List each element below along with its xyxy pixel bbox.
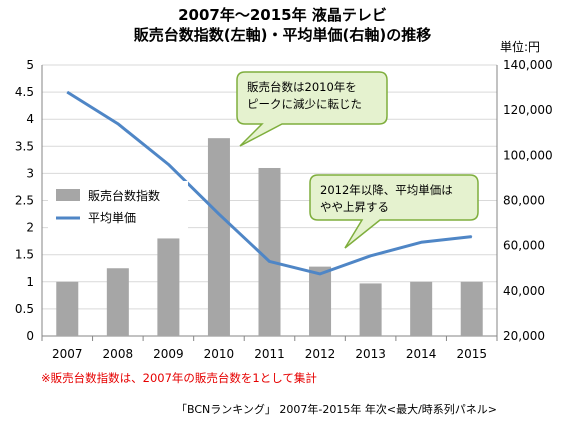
y-left-tick-label: 0.5: [15, 302, 34, 316]
callout-rise-bubble: [309, 174, 479, 249]
y-right-tick-label: 40,000: [503, 284, 545, 298]
line-point: [117, 123, 119, 125]
legend-line-label: 平均単価: [88, 211, 136, 225]
y-left-tick-label: 4: [26, 112, 34, 126]
bar: [258, 167, 281, 336]
callout-rise-text: 2012年以降、平均単価は: [320, 183, 453, 197]
line-point: [319, 273, 321, 275]
source-caption: 「BCNランキング」 2007年-2015年 年次<最大/時系列パネル>: [176, 403, 498, 416]
line-point: [420, 241, 422, 243]
callout-peak-text: ピークに減少に転じた: [247, 97, 362, 111]
x-tick-label: 2010: [204, 347, 235, 361]
bar: [359, 283, 382, 336]
chart-title-line1: 2007年〜2015年 液晶テレビ: [178, 6, 387, 24]
y-right-tick-label: 140,000: [503, 58, 553, 72]
bar: [157, 238, 180, 336]
line-point: [370, 255, 372, 257]
right-axis-unit-label: 単位:円: [500, 40, 541, 54]
x-tick-label: 2011: [254, 347, 285, 361]
x-tick-label: 2015: [456, 347, 487, 361]
legend-bar-swatch: [56, 189, 80, 201]
y-right-tick-label: 120,000: [503, 103, 553, 117]
callout-rise-text: やや上昇する: [320, 200, 389, 214]
y-left-tick-label: 5: [26, 58, 34, 72]
bar: [106, 268, 129, 336]
footnote: ※販売台数指数は、2007年の販売台数を1として集計: [41, 371, 317, 385]
y-left-tick-label: 1: [26, 275, 34, 289]
bar: [460, 281, 483, 336]
y-right-tick-label: 20,000: [503, 329, 545, 343]
y-left-tick-label: 3.5: [15, 139, 34, 153]
y-right-tick-label: 60,000: [503, 239, 545, 253]
y-left-tick-label: 4.5: [15, 85, 34, 99]
y-left-tick-label: 1.5: [15, 248, 34, 262]
x-tick-label: 2014: [406, 347, 437, 361]
x-tick-label: 2012: [305, 347, 336, 361]
y-left-tick-label: 2.5: [15, 194, 34, 208]
y-right-tick-label: 80,000: [503, 194, 545, 208]
line-point: [471, 236, 473, 238]
callout-peak-text: 販売台数は2010年を: [247, 80, 357, 94]
y-right-tick-label: 100,000: [503, 148, 553, 162]
bar: [309, 266, 332, 336]
x-tick-label: 2013: [355, 347, 386, 361]
bar: [56, 281, 79, 336]
y-left-tick-label: 3: [26, 166, 34, 180]
x-tick-label: 2008: [103, 347, 134, 361]
callout-peak-bubble: [236, 71, 388, 147]
bar: [207, 138, 230, 336]
line-point: [66, 91, 68, 93]
x-tick-label: 2007: [52, 347, 83, 361]
y-left-tick-label: 0: [26, 329, 34, 343]
line-point: [218, 213, 220, 215]
line-point: [269, 260, 270, 262]
chart-title-line2: 販売台数指数(左軸)・平均単価(右軸)の推移: [133, 26, 432, 44]
x-tick-label: 2009: [153, 347, 184, 361]
y-left-tick-label: 2: [26, 221, 34, 235]
legend-bar-label: 販売台数指数: [88, 188, 160, 203]
line-point: [167, 163, 169, 165]
bar: [410, 281, 433, 336]
